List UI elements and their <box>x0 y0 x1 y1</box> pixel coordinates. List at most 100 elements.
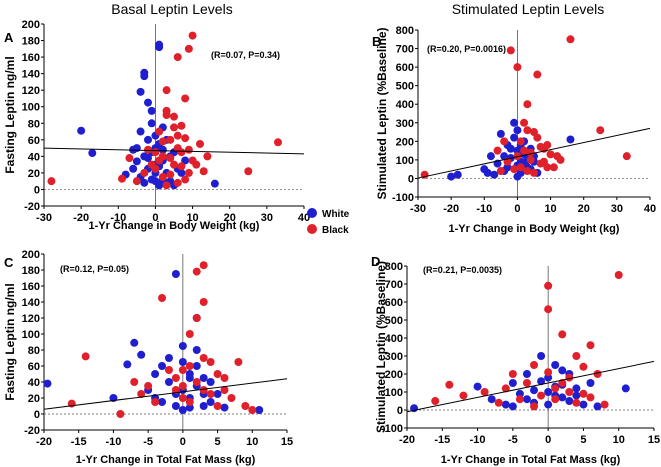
c-y-tick-label: 40 <box>28 377 40 389</box>
b-point-white <box>510 133 519 142</box>
a-point-black <box>244 167 253 176</box>
b-point-black <box>500 137 509 146</box>
legend-marker-white <box>307 208 317 218</box>
d-point-black <box>530 402 539 411</box>
c-point-white <box>199 374 208 382</box>
a-point-black <box>184 44 193 53</box>
c-point-white <box>164 354 173 362</box>
a-point-white <box>88 149 97 158</box>
c-point-black <box>199 298 208 306</box>
d-point-white <box>508 379 517 387</box>
d-stats-annotation: (R=0.21, P=0.0035) <box>423 265 502 275</box>
c-point-black <box>192 378 201 386</box>
a-y-axis-label: Fasting Leptin ng/ml <box>3 56 17 173</box>
b-point-black <box>543 141 552 150</box>
b-x-tick-label: 30 <box>611 203 623 215</box>
b-x-axis-label: 1-Yr Change in Body Weight (kg) <box>449 223 620 235</box>
d-point-black <box>565 373 574 382</box>
d-point-white <box>621 384 630 393</box>
a-y-tick-label: 120 <box>22 85 40 97</box>
c-x-tick-label: -10 <box>105 436 121 448</box>
c-point-black <box>199 386 208 394</box>
d-point-black <box>586 393 595 402</box>
a-y-tick-label: 140 <box>22 69 40 81</box>
a-point-white <box>147 119 156 128</box>
a-y-tick-label: 60 <box>28 135 40 147</box>
b-point-white <box>483 168 492 177</box>
a-y-tick-label: 200 <box>22 19 40 31</box>
a-point-black <box>140 168 149 177</box>
c-y-tick-label: 160 <box>22 281 40 293</box>
b-stats-annotation: (R=0.20, P=0.0016) <box>427 44 506 54</box>
a-point-black <box>158 173 167 182</box>
c-point-white <box>185 370 194 378</box>
c-point-white <box>206 378 215 386</box>
a-point-white <box>77 126 86 135</box>
c-point-white <box>213 390 222 398</box>
d-point-white <box>530 386 539 395</box>
a-point-black <box>196 139 204 148</box>
c-point-black <box>220 386 229 394</box>
a-stats-annotation: (R=0.07, P=0.34) <box>211 50 280 60</box>
d-y-tick-label: 600 <box>385 297 403 309</box>
a-point-black <box>132 177 141 186</box>
b-point-white <box>513 126 522 135</box>
d-point-black <box>508 370 517 378</box>
d-point-black <box>431 397 440 405</box>
c-stats-annotation: (R=0.12, P=0.05) <box>60 264 129 274</box>
b-point-white <box>453 170 462 179</box>
b-x-tick-label: -20 <box>443 203 459 215</box>
b-x-tick-label: 0 <box>514 203 520 215</box>
a-point-black <box>118 174 126 183</box>
a-point-black <box>184 145 193 154</box>
d-point-black <box>572 398 581 407</box>
c-point-white <box>178 358 187 366</box>
d-point-black <box>579 362 588 371</box>
a-point-black <box>125 154 134 163</box>
b-point-black <box>566 35 575 44</box>
c-point-white <box>43 379 52 388</box>
legend-marker-black <box>307 224 317 234</box>
b-point-black <box>523 100 532 109</box>
a-point-white <box>181 156 190 165</box>
d-y-tick-label: 100 <box>385 387 403 399</box>
c-x-tick-label: -15 <box>71 436 87 448</box>
a-point-black <box>177 148 186 157</box>
d-y-tick-label: 500 <box>385 315 403 327</box>
a-x-tick-label: 10 <box>186 212 198 224</box>
c-point-black <box>144 382 153 390</box>
b-point-black <box>520 118 529 127</box>
c-point-white <box>192 346 201 354</box>
c-point-white <box>151 370 160 378</box>
b-point-black <box>496 167 505 176</box>
d-point-white <box>579 400 588 409</box>
a-x-tick-label: 40 <box>298 212 310 224</box>
d-point-white <box>544 388 553 396</box>
title-stimulated: Stimulated Leptin Levels <box>452 1 605 17</box>
a-point-black <box>173 131 182 140</box>
d-x-tick-label: 5 <box>580 434 586 446</box>
b-y-tick-label: 500 <box>396 81 414 93</box>
a-point-black <box>158 137 167 146</box>
c-y-tick-label: 180 <box>22 265 40 277</box>
d-point-black <box>558 330 567 339</box>
a-y-tick-label: -20 <box>24 201 40 213</box>
b-point-black <box>523 167 532 176</box>
b-x-tick-label: 40 <box>644 203 656 215</box>
b-point-white <box>503 163 512 172</box>
c-point-black <box>137 390 146 398</box>
legend: White Black <box>307 208 350 236</box>
d-point-black <box>600 400 609 409</box>
b-y-axis-label: Stimulated Leptin (%Baseline) <box>375 27 389 199</box>
d-x-tick-label: -15 <box>434 434 450 446</box>
c-point-black <box>116 410 125 418</box>
a-point-white <box>144 98 152 107</box>
a-point-black <box>170 112 178 121</box>
a-x-axis-label: 1-Yr Change in Body Weight (kg) <box>89 220 260 232</box>
c-point-white <box>158 362 167 370</box>
c-point-white <box>220 403 229 412</box>
a-point-black <box>177 162 186 171</box>
d-point-white <box>558 366 567 375</box>
a-x-tick-label: 30 <box>261 212 273 224</box>
